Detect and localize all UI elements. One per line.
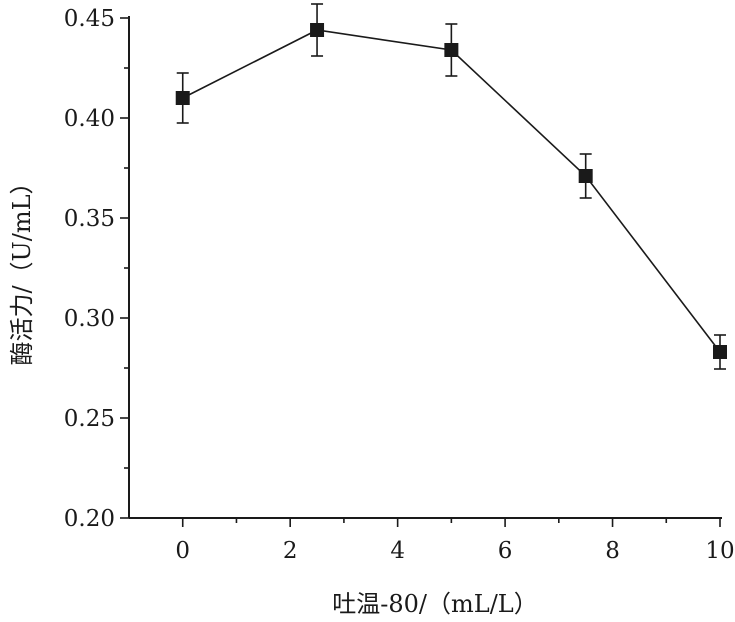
x-tick-label: 8 — [605, 538, 620, 564]
data-point-marker — [175, 91, 190, 105]
data-point-marker — [310, 23, 325, 37]
y-tick-label: 0.20 — [64, 506, 115, 532]
x-tick-label: 2 — [283, 538, 298, 564]
y-tick-label: 0.45 — [64, 6, 115, 32]
y-tick-label: 0.35 — [64, 206, 115, 232]
data-point-marker — [578, 169, 593, 183]
y-tick-label: 0.25 — [64, 406, 115, 432]
x-axis-title: 吐温-80/（mL/L） — [332, 590, 537, 618]
y-tick-label: 0.30 — [64, 306, 115, 332]
plot-area: 0.20 0.25 0.30 0.35 0.40 0.45 0 2 4 6 8 10 — [64, 3, 735, 564]
x-tick-label: 10 — [705, 538, 734, 564]
x-tick-label: 6 — [498, 538, 513, 564]
data-point-marker — [444, 43, 459, 57]
y-tick-label: 0.40 — [64, 106, 115, 132]
x-tick-label: 0 — [175, 538, 190, 564]
y-axis-title: 酶活力/（U/mL） — [8, 170, 36, 365]
data-point-marker — [713, 345, 727, 359]
x-tick-label: 4 — [390, 538, 405, 564]
series-line — [182, 29, 721, 353]
